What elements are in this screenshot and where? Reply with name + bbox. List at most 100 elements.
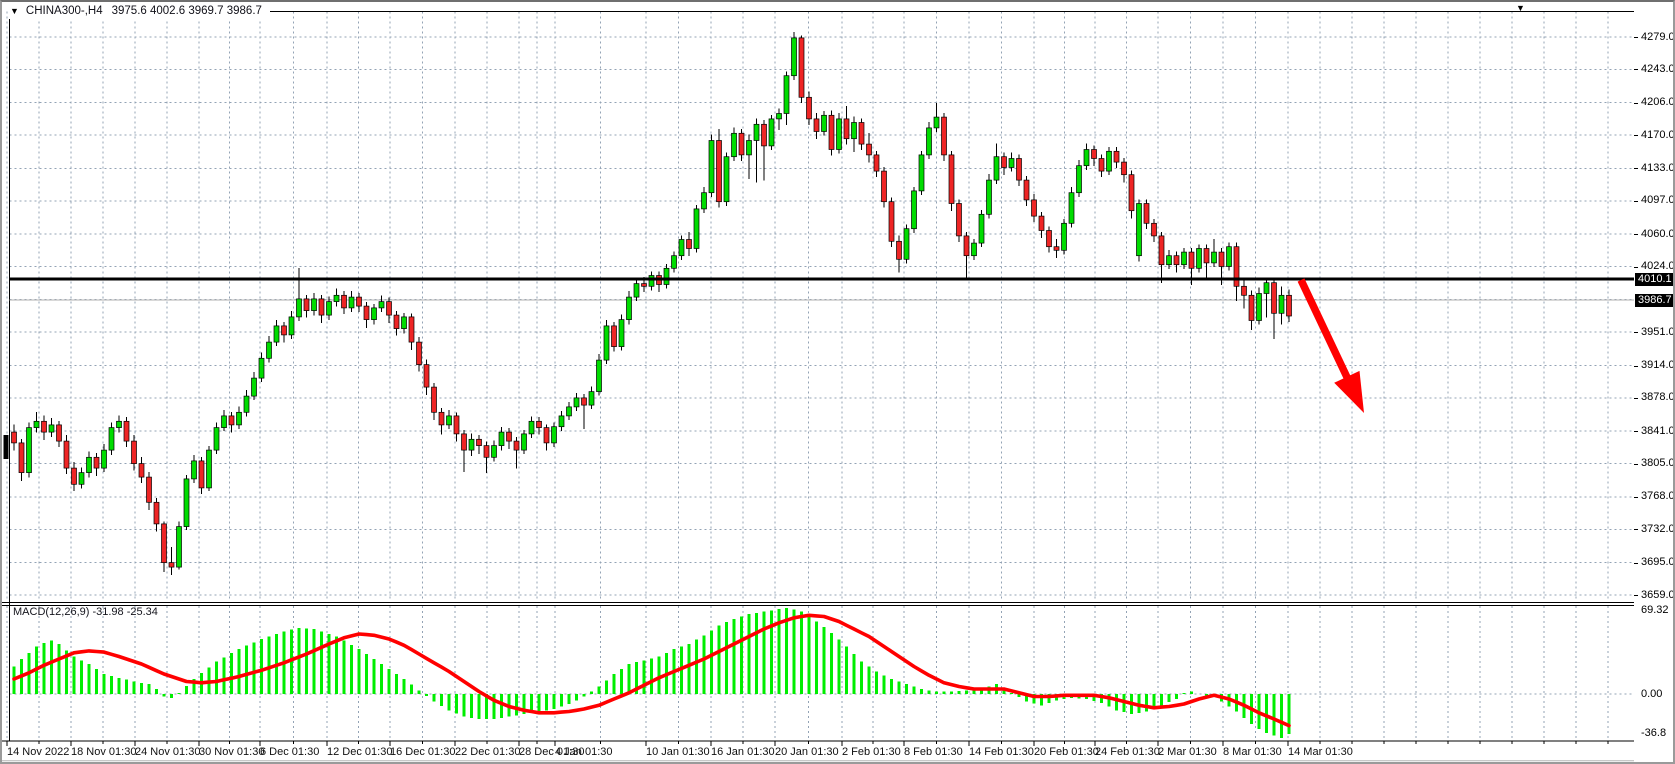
candle [1113,150,1120,163]
price-chart-canvas[interactable] [2,2,1634,603]
candle [1188,251,1195,269]
candle [311,298,317,311]
price-badge: 3986.7 [1635,294,1673,307]
price-tick-mark [1634,135,1638,136]
candle [453,415,460,435]
time-label: 30 Nov 01:30 [199,746,265,758]
candle [873,154,880,172]
chart-shift-marker-icon[interactable]: ▼ [1516,3,1525,13]
candle [461,433,467,451]
candle [131,440,137,464]
candle [266,341,272,359]
candle [416,341,422,365]
candle [371,307,377,320]
candle [273,325,280,343]
time-label: 2 Mar 01:30 [1158,746,1217,758]
candle [963,235,970,257]
price-tick-mark [1634,464,1638,465]
price-tick-label: 4279.0 [1641,31,1675,43]
price-tick-label: 3914.0 [1641,359,1675,371]
macd-panel-canvas[interactable] [2,601,1634,764]
candle [723,156,730,203]
candle [33,420,40,428]
candle [1173,255,1180,266]
candle [1286,294,1292,317]
candle [798,37,805,98]
candle [303,298,310,311]
candle [641,283,647,287]
price-tick-mark [1634,267,1638,268]
price-tick-mark [1634,168,1638,169]
price-tick-mark [1634,398,1638,399]
candle [536,420,542,428]
candle [483,445,490,458]
candle [86,456,92,473]
candle [596,359,602,392]
candle [206,449,212,489]
candle [603,325,610,361]
candle [843,118,850,140]
candle [1038,215,1045,231]
candle [588,391,595,406]
candle [836,118,842,150]
time-label: 20 Feb 01:30 [1034,746,1099,758]
candle [333,294,340,302]
candle [566,406,572,417]
candle [48,424,55,433]
time-label: 24 Feb 01:30 [1095,746,1160,758]
macd-indicator-label: MACD(12,26,9) -31.98 -25.34 [13,606,158,618]
price-tick-mark [1634,431,1638,432]
time-label: 14 Mar 01:30 [1288,746,1353,758]
time-label: 6 Dec 01:30 [260,746,320,758]
window-bottom-strip [2,760,1673,762]
time-label: 22 Dec 01:30 [455,746,521,758]
candle [1278,294,1285,314]
candle [183,478,190,527]
candle [986,179,992,215]
candle [903,228,910,260]
trend-arrow-annotation[interactable] [1297,278,1364,413]
chart-title-ohlc: 3975.6 4002.6 3969.7 3986.7 [111,5,262,17]
candle [993,156,1000,181]
candle [363,305,370,320]
macd-grid [6,606,1634,741]
candle [168,562,175,568]
candle [896,240,902,260]
price-tick-mark [1634,563,1638,564]
candle [558,415,565,428]
candle [236,411,242,426]
candle [633,283,640,298]
candle [881,170,887,203]
time-label: 28 Dec 01:30 [519,746,585,758]
candle [933,116,940,129]
candle [701,192,707,210]
candle [348,296,355,309]
grid [6,11,1634,599]
candle [228,415,235,426]
candle [663,267,670,285]
time-label: 14 Nov 2022 [7,746,70,758]
candle [768,118,775,147]
time-label: 8 Feb 01:30 [904,746,963,758]
candle [176,526,182,568]
candle [93,456,100,469]
candle [26,427,32,473]
candle [1091,149,1097,159]
chart-dropdown-icon[interactable]: ▼ [10,6,19,16]
macd-axis-label: -36.8 [1641,727,1667,739]
price-tick-label: 4060.0 [1641,228,1675,240]
candle [1151,222,1157,237]
candle [116,420,122,428]
candle [153,501,160,525]
candle [1046,230,1052,248]
price-tick-mark [1634,595,1638,596]
candle [1203,248,1210,264]
candle [1166,255,1172,266]
candle [78,472,85,485]
candle [506,431,512,442]
candle [821,114,827,132]
candle [251,377,257,397]
candle [326,301,332,316]
candle [138,463,145,478]
